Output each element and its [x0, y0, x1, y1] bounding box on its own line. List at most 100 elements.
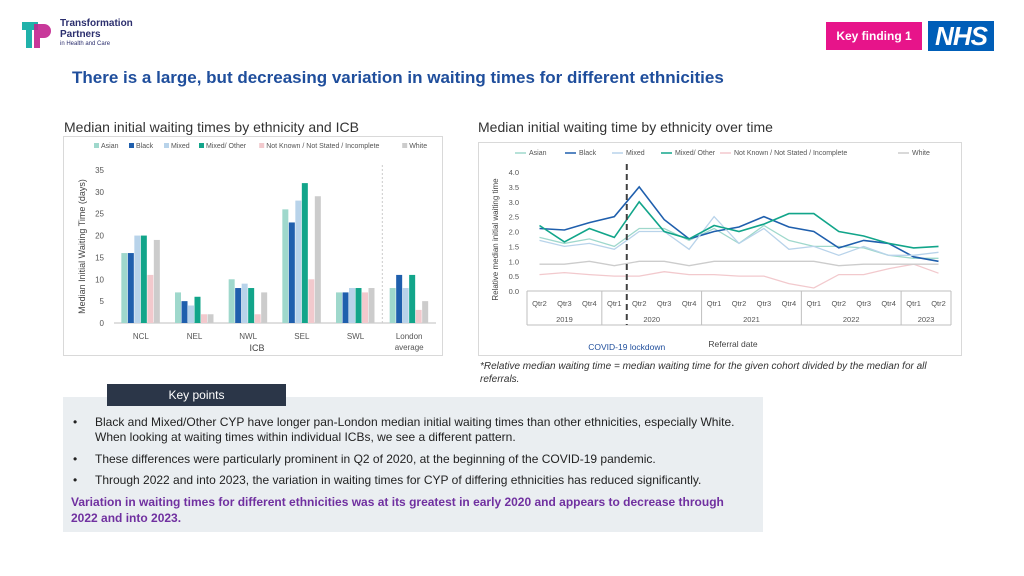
bullet-icon: •	[73, 473, 78, 487]
x-tick-label: Qtr1	[906, 299, 921, 308]
year-label: 2021	[743, 315, 760, 324]
covid-lockdown-label: COVID-19 lockdown	[588, 342, 665, 352]
y-tick-label: 25	[95, 210, 104, 219]
key-points-conclusion: Variation in waiting times for different…	[71, 495, 724, 525]
bar	[355, 288, 362, 323]
legend-label: Not Known / Not Stated / Incomplete	[734, 150, 847, 157]
bar	[228, 279, 235, 323]
year-label: 2022	[843, 315, 860, 324]
bar	[415, 309, 422, 323]
year-label: 2019	[556, 315, 573, 324]
bar	[342, 292, 349, 323]
bar	[207, 314, 214, 323]
y-tick-label: 1.5	[509, 242, 519, 251]
bar	[241, 283, 248, 323]
y-tick-label: 3.0	[509, 198, 519, 207]
bullet-icon: •	[73, 452, 78, 466]
x-tick-label: NWL	[239, 332, 257, 341]
right-chart-subtitle: Median initial waiting time by ethnicity…	[478, 119, 773, 135]
y-axis-title: Relative median initial waiting time	[491, 178, 500, 301]
bar	[349, 288, 355, 323]
logo: Transformation Partners in Health and Ca…	[20, 18, 150, 52]
bar	[301, 183, 308, 323]
key-point-item: • Through 2022 and into 2023, the variat…	[73, 473, 753, 488]
bar	[140, 235, 147, 323]
bar	[201, 314, 207, 323]
x-tick-label: Qtr2	[831, 299, 846, 308]
bar	[181, 301, 188, 323]
key-point-text: These differences were particularly prom…	[95, 452, 656, 466]
x-tick-label: Qtr1	[707, 299, 722, 308]
bar	[396, 274, 403, 323]
x-tick-label: NEL	[187, 332, 203, 341]
page-title: There is a large, but decreasing variati…	[72, 68, 724, 87]
x-tick-label: Qtr2	[532, 299, 547, 308]
bar	[153, 239, 160, 323]
legend-label: Black	[579, 150, 597, 157]
x-tick-label: Qtr2	[931, 299, 946, 308]
line-chart: Asian Black Mixed Mixed/ Other Not Known / N…	[491, 150, 952, 352]
x-tick-label: Qtr1	[807, 299, 822, 308]
bar	[248, 288, 255, 323]
bar	[188, 305, 194, 323]
y-axis-title: Median Initial Waiting Time (days)	[77, 179, 87, 314]
y-tick-label: 0.5	[509, 272, 519, 281]
x-tick-label: Qtr3	[856, 299, 871, 308]
bar	[402, 288, 409, 323]
bar	[147, 274, 154, 323]
y-tick-label: 15	[95, 253, 104, 262]
key-point-item: • Black and Mixed/Other CYP have longer …	[73, 415, 753, 445]
x-tick-label: Qtr3	[657, 299, 672, 308]
y-tick-label: 2.5	[509, 213, 519, 222]
bar	[127, 253, 134, 323]
bar	[121, 253, 128, 323]
series-line	[539, 200, 939, 249]
line-chart-panel: Asian Black Mixed Mixed/ Other Not Known / N…	[478, 142, 962, 356]
bar	[175, 292, 181, 323]
bar	[389, 288, 396, 323]
bar	[362, 292, 368, 323]
year-label: 2023	[918, 315, 935, 324]
legend-swatch	[164, 143, 169, 148]
y-tick-label: 35	[95, 166, 104, 175]
bar	[409, 274, 416, 323]
x-tick-label: SWL	[347, 332, 365, 341]
legend-label: Black	[136, 143, 154, 150]
bar	[194, 296, 201, 323]
series-line	[539, 260, 939, 267]
x-tick-label: Qtr4	[881, 299, 896, 308]
legend-label: White	[912, 150, 930, 157]
legend-label: Not Known / Not Stated / Incomplete	[266, 143, 379, 150]
bar	[235, 288, 242, 323]
x-axis-title: Referral date	[708, 339, 757, 349]
key-points-box	[63, 397, 763, 532]
x-tick-label: London	[396, 332, 423, 341]
key-finding-badge: Key finding 1	[826, 22, 922, 50]
logo-name-line2: Partners	[60, 29, 101, 40]
bar	[134, 235, 141, 323]
legend-label: Asian	[529, 150, 547, 157]
logo-mark-icon	[22, 22, 51, 48]
legend-label: Mixed	[171, 143, 190, 150]
series-line	[539, 185, 939, 263]
logo-name-line1: Transformation	[60, 18, 133, 29]
x-tick-label: Qtr2	[632, 299, 647, 308]
y-tick-label: 2.0	[509, 228, 519, 237]
x-tick-label: SEL	[294, 332, 310, 341]
bar-chart: Asian Black Mixed Mixed/ Other Not Known / N…	[77, 143, 436, 353]
footnote: *Relative median waiting time = median w…	[480, 361, 927, 385]
bar	[288, 222, 295, 323]
y-tick-label: 5	[100, 297, 105, 306]
y-tick-label: 1.0	[509, 257, 519, 266]
key-point-text: Black and Mixed/Other CYP have longer pa…	[95, 415, 735, 444]
bar	[295, 200, 302, 323]
legend-label: White	[409, 143, 427, 150]
x-tick-label: NCL	[133, 332, 150, 341]
y-tick-label: 0	[100, 319, 105, 328]
nhs-logo: NHS	[928, 21, 994, 51]
x-tick-label: Qtr3	[757, 299, 772, 308]
key-point-item: • These differences were particularly pr…	[73, 452, 753, 467]
legend-swatch	[129, 143, 134, 148]
x-tick-label: Qtr4	[682, 299, 697, 308]
legend-label: Mixed/ Other	[206, 143, 247, 150]
